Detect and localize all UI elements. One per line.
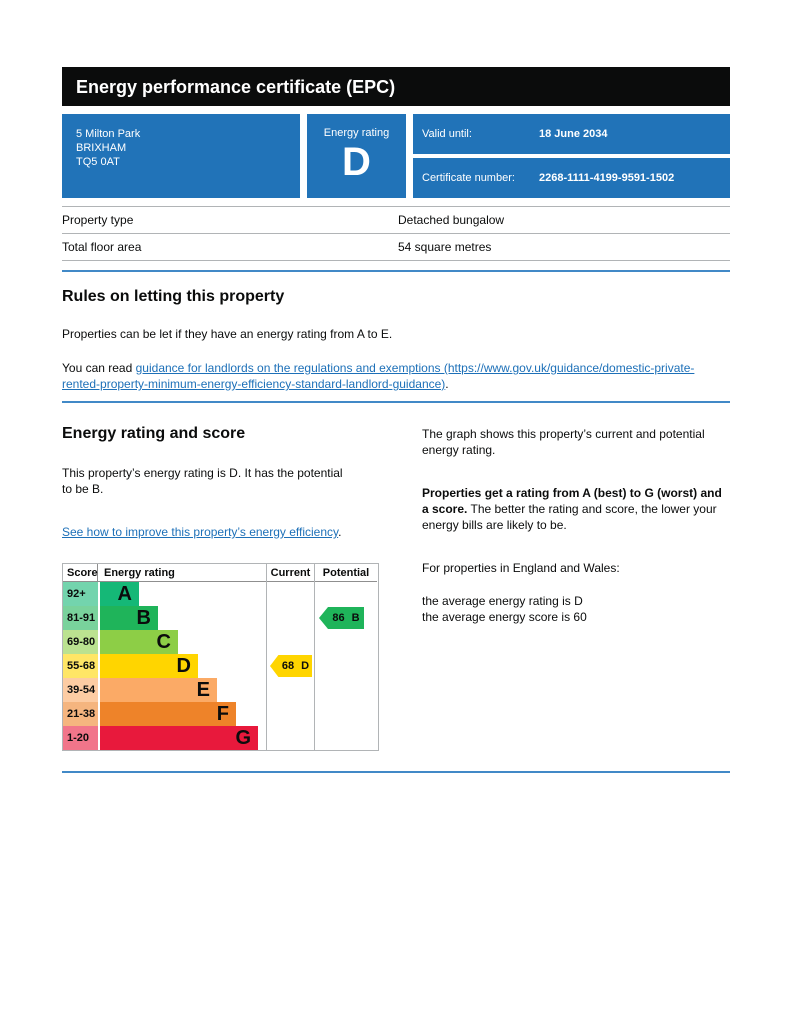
epc-band-letter: G: [235, 727, 251, 749]
averages-block: the average energy rating is D the avera…: [422, 593, 730, 625]
property-type-label: Property type: [62, 213, 134, 227]
rating-right-column: The graph shows this property’s current …: [422, 425, 730, 751]
valid-until-value: 18 June 2034: [539, 128, 608, 140]
rules-intro-text: Properties can be let if they have an en…: [62, 327, 393, 341]
floor-area-value: 54 square metres: [398, 240, 492, 254]
potential-rating-arrow-score: 86: [332, 612, 345, 624]
summary-panel: 5 Milton Park BRIXHAM TQ5 0AT Energy rat…: [62, 114, 730, 198]
guidance-link-suffix: .: [445, 377, 449, 391]
certificate-number-value: 2268-1111-4199-9591-1502: [539, 172, 675, 184]
certificate-meta: Valid until: 18 June 2034 Certificate nu…: [413, 114, 730, 198]
rating-explainer-bold: Properties get a rating from A (best) to…: [422, 486, 722, 516]
property-details-table: Property type Detached bungalow Total fl…: [62, 206, 730, 261]
document-title-bar: Energy performance certificate (EPC): [62, 67, 730, 106]
epc-band-bar: F: [100, 702, 236, 726]
epc-band-letter: D: [176, 655, 191, 677]
current-column-header: Current: [267, 564, 314, 582]
rating-summary-text: This property’s energy rating is D. It h…: [62, 466, 343, 496]
rating-explainer-text: Properties get a rating from A (best) to…: [422, 485, 730, 533]
epc-score-range: 69-80: [63, 630, 98, 654]
epc-score-range: 39-54: [63, 678, 98, 702]
valid-until-box: Valid until: 18 June 2034: [413, 114, 730, 154]
table-row: Total floor area 54 square metres: [62, 233, 730, 261]
average-score-line: the average energy score is 60: [422, 610, 587, 624]
current-rating-arrow: 68 D: [270, 655, 312, 677]
epc-band-bar: A: [100, 582, 139, 606]
potential-column-header: Potential: [315, 564, 377, 582]
current-rating-arrow-score: 68: [281, 660, 295, 672]
table-row: Property type Detached bungalow: [62, 206, 730, 233]
epc-band-letter: B: [136, 607, 151, 629]
average-rating-line: the average energy rating is D: [422, 594, 583, 608]
epc-band-bar: B: [100, 606, 158, 630]
energy-rating-label: Energy rating: [323, 127, 390, 139]
potential-column-body: 86 B: [315, 582, 377, 750]
energy-rating-section: Energy rating and score This property’s …: [62, 425, 730, 751]
potential-rating-column: Potential 86 B: [315, 564, 377, 750]
epc-band-row-a: 92+ A: [63, 582, 266, 606]
address-line-3: TQ5 0AT: [76, 156, 120, 168]
landlord-guidance-link[interactable]: guidance for landlords on the regulation…: [62, 361, 695, 391]
epc-certificate-page: Energy performance certificate (EPC) 5 M…: [62, 67, 730, 773]
epc-band-row-g: 1-20 G: [63, 726, 266, 750]
epc-score-range: 1-20: [63, 726, 98, 750]
current-column-body: 68 D: [267, 582, 314, 750]
certificate-number-box: Certificate number: 2268-1111-4199-9591-…: [413, 158, 730, 198]
epc-band-bar: E: [100, 678, 217, 702]
page-title: Energy performance certificate (EPC): [76, 76, 396, 97]
graph-intro-text: The graph shows this property’s current …: [422, 427, 705, 457]
epc-band-bar: D: [100, 654, 198, 678]
epc-score-range: 21-38: [63, 702, 98, 726]
energy-rating-value: D: [342, 140, 371, 184]
rules-guidance-paragraph: You can read guidance for landlords on t…: [62, 360, 730, 392]
epc-band-letter: F: [216, 703, 229, 725]
floor-area-label: Total floor area: [62, 240, 142, 254]
rating-explainer-rest: The better the rating and score, the low…: [422, 502, 717, 532]
epc-rating-chart: Score Energy rating 92+ A 81-91 B 69-80 C 55-6…: [62, 563, 379, 751]
chart-header-row: Score Energy rating: [63, 564, 266, 582]
epc-score-range: 92+: [63, 582, 98, 606]
epc-band-row-d: 55-68 D: [63, 654, 266, 678]
epc-band-row-c: 69-80 C: [63, 630, 266, 654]
valid-until-label: Valid until:: [422, 128, 472, 140]
rules-heading: Rules on letting this property: [62, 288, 285, 305]
address-line-2: BRIXHAM: [76, 142, 127, 154]
epc-band-row-b: 81-91 B: [63, 606, 266, 630]
energy-rating-column-header: Energy rating: [104, 566, 175, 579]
rating-bands-area: Score Energy rating 92+ A 81-91 B 69-80 C 55-6…: [63, 564, 267, 750]
guidance-link-prefix: You can read: [62, 361, 136, 375]
potential-rating-arrow-letter: B: [351, 612, 360, 624]
epc-band-row-e: 39-54 E: [63, 678, 266, 702]
improve-efficiency-link[interactable]: See how to improve this property’s energ…: [62, 525, 339, 539]
epc-score-range: 81-91: [63, 606, 98, 630]
epc-band-letter: E: [196, 679, 210, 701]
rating-heading: Energy rating and score: [62, 425, 246, 442]
epc-band-letter: A: [117, 583, 132, 605]
epc-band-bar: C: [100, 630, 178, 654]
address-line-1: 5 Milton Park: [76, 128, 141, 140]
current-rating-arrow-letter: D: [301, 660, 310, 672]
rating-band-rows: 92+ A 81-91 B 69-80 C 55-68 D 39-54 E 21-38 F 1-20 G: [63, 582, 266, 750]
region-line: For properties in England and Wales:: [422, 561, 620, 575]
epc-band-bar: G: [100, 726, 258, 750]
epc-band-letter: C: [156, 631, 171, 653]
certificate-number-label: Certificate number:: [422, 172, 515, 184]
improve-link-suffix: .: [338, 525, 342, 539]
energy-rating-box: Energy rating D: [307, 114, 406, 198]
section-divider: [62, 270, 730, 272]
potential-rating-arrow: 86 B: [319, 607, 364, 629]
rating-left-column: Energy rating and score This property’s …: [62, 425, 379, 751]
section-divider: [62, 401, 730, 403]
section-divider: [62, 771, 730, 773]
epc-band-row-f: 21-38 F: [63, 702, 266, 726]
score-column-header: Score: [63, 564, 98, 581]
improve-paragraph: See how to improve this property’s energ…: [62, 524, 347, 540]
property-address: 5 Milton Park BRIXHAM TQ5 0AT: [62, 114, 300, 198]
current-rating-column: Current 68 D: [267, 564, 315, 750]
epc-score-range: 55-68: [63, 654, 98, 678]
property-type-value: Detached bungalow: [398, 213, 505, 227]
